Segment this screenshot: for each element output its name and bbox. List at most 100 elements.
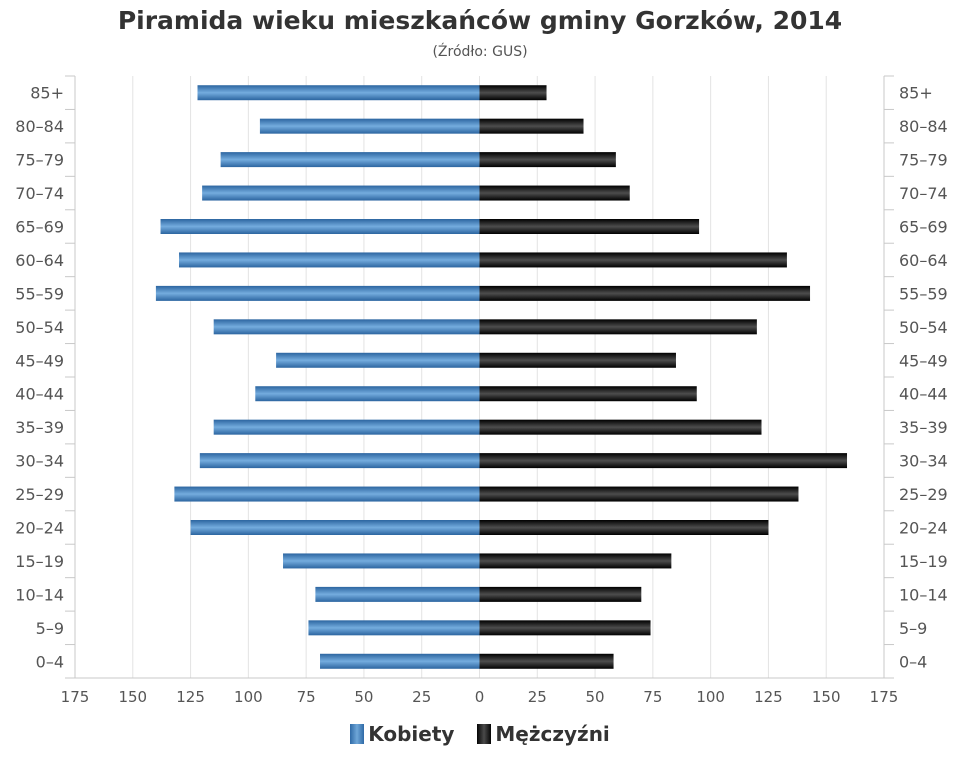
x-tick-label-3: 100 xyxy=(234,688,263,706)
y-label-right-11: 55–59 xyxy=(899,284,948,303)
x-tick-label-12: 125 xyxy=(754,688,783,706)
labels-layer: 175 150 125 100 75 50 25 0 25 50 75 100 125 150 1750–4… xyxy=(15,84,947,706)
y-label-left-1: 5–9 xyxy=(36,619,64,638)
bar-mezczyzni-5[interactable] xyxy=(479,486,799,502)
y-label-right-15: 75–79 xyxy=(899,151,948,170)
bar-mezczyzni-14[interactable] xyxy=(479,185,630,201)
bar-mezczyzni-4[interactable] xyxy=(479,520,769,535)
x-tick-label-4: 75 xyxy=(297,688,316,706)
y-label-left-12: 60–64 xyxy=(15,251,64,270)
bar-kobiety-4[interactable] xyxy=(190,520,480,535)
bar-mezczyzni-0[interactable] xyxy=(479,653,614,669)
bar-kobiety-12[interactable] xyxy=(179,252,480,268)
bar-mezczyzni-10[interactable] xyxy=(479,319,757,335)
y-label-right-0: 0–4 xyxy=(899,652,927,671)
bar-kobiety-15[interactable] xyxy=(220,152,480,168)
y-label-left-5: 25–29 xyxy=(15,485,64,504)
y-label-right-5: 25–29 xyxy=(899,485,948,504)
x-tick-label-7: 0 xyxy=(475,688,485,706)
y-label-left-2: 10–14 xyxy=(15,585,64,604)
x-tick-label-10: 75 xyxy=(643,688,662,706)
legend-item-kobiety[interactable]: Kobiety xyxy=(350,722,454,746)
bar-kobiety-7[interactable] xyxy=(213,419,480,435)
bar-kobiety-9[interactable] xyxy=(276,352,480,368)
y-label-right-3: 15–19 xyxy=(899,552,948,571)
bar-mezczyzni-15[interactable] xyxy=(479,152,616,168)
y-label-right-16: 80–84 xyxy=(899,117,948,136)
y-label-left-3: 15–19 xyxy=(15,552,64,571)
y-label-right-6: 30–34 xyxy=(899,452,948,471)
chart-subtitle: (Źródło: GUS) xyxy=(432,44,528,60)
y-label-left-15: 75–79 xyxy=(15,151,64,170)
x-tick-label-8: 25 xyxy=(528,688,547,706)
y-label-right-17: 85+ xyxy=(899,84,933,103)
y-label-left-13: 65–69 xyxy=(15,218,64,237)
y-label-left-4: 20–24 xyxy=(15,519,64,538)
bar-mezczyzni-2[interactable] xyxy=(479,586,642,602)
y-label-right-12: 60–64 xyxy=(899,251,948,270)
bar-mezczyzni-13[interactable] xyxy=(479,219,700,234)
bar-mezczyzni-6[interactable] xyxy=(479,453,848,469)
y-label-left-0: 0–4 xyxy=(36,652,64,671)
legend-label-kobiety: Kobiety xyxy=(368,722,455,746)
legend-label-mezczyzni: Mężczyźni xyxy=(495,722,610,746)
y-label-left-6: 30–34 xyxy=(15,452,64,471)
bar-mezczyzni-3[interactable] xyxy=(479,553,672,569)
bar-mezczyzni-17[interactable] xyxy=(479,85,547,101)
grid-layer xyxy=(65,75,894,679)
legend-item-mezczyzni[interactable]: Mężczyźni xyxy=(477,722,610,746)
bars-layer xyxy=(155,85,848,669)
legend-swatch-mezczyzni xyxy=(477,724,492,744)
bar-kobiety-11[interactable] xyxy=(155,285,480,301)
y-label-right-8: 40–44 xyxy=(899,385,948,404)
y-label-right-14: 70–74 xyxy=(899,184,948,203)
x-tick-label-9: 50 xyxy=(586,688,605,706)
y-label-right-1: 5–9 xyxy=(899,619,927,638)
bar-mezczyzni-7[interactable] xyxy=(479,419,762,435)
x-tick-label-14: 175 xyxy=(870,688,899,706)
bar-kobiety-14[interactable] xyxy=(202,185,480,201)
bar-mezczyzni-11[interactable] xyxy=(479,285,811,301)
bar-kobiety-10[interactable] xyxy=(213,319,480,335)
bar-mezczyzni-16[interactable] xyxy=(479,118,584,134)
y-label-left-11: 55–59 xyxy=(15,284,64,303)
y-label-right-10: 50–54 xyxy=(899,318,948,337)
x-tick-label-0: 175 xyxy=(61,688,90,706)
y-label-left-7: 35–39 xyxy=(15,418,64,437)
bar-mezczyzni-12[interactable] xyxy=(479,252,787,268)
x-tick-label-13: 150 xyxy=(812,688,841,706)
y-label-right-13: 65–69 xyxy=(899,218,948,237)
bar-kobiety-13[interactable] xyxy=(160,219,480,234)
bar-mezczyzni-9[interactable] xyxy=(479,352,676,368)
x-tick-label-5: 50 xyxy=(354,688,373,706)
x-tick-label-1: 150 xyxy=(118,688,147,706)
bar-kobiety-3[interactable] xyxy=(283,553,480,569)
chart-title: Piramida wieku mieszkańców gminy Gorzków… xyxy=(117,6,843,35)
bar-kobiety-0[interactable] xyxy=(320,653,480,669)
legend-swatch-kobiety xyxy=(350,724,365,744)
bar-mezczyzni-8[interactable] xyxy=(479,386,697,402)
bar-mezczyzni-1[interactable] xyxy=(479,620,651,636)
x-tick-label-2: 125 xyxy=(176,688,205,706)
y-label-left-10: 50–54 xyxy=(15,318,64,337)
x-tick-label-11: 100 xyxy=(696,688,725,706)
bar-kobiety-5[interactable] xyxy=(174,486,480,502)
y-label-right-7: 35–39 xyxy=(899,418,948,437)
y-label-left-16: 80–84 xyxy=(15,117,64,136)
legend: Kobiety Mężczyźni xyxy=(0,722,960,749)
y-label-left-17: 85+ xyxy=(30,84,64,103)
y-label-right-2: 10–14 xyxy=(899,585,948,604)
bar-kobiety-8[interactable] xyxy=(255,386,480,402)
y-label-left-9: 45–49 xyxy=(15,351,64,370)
y-label-right-4: 20–24 xyxy=(899,519,948,538)
bar-kobiety-6[interactable] xyxy=(199,453,480,469)
bar-kobiety-16[interactable] xyxy=(259,118,480,134)
y-label-right-9: 45–49 xyxy=(899,351,948,370)
bar-kobiety-17[interactable] xyxy=(197,85,480,101)
bar-kobiety-1[interactable] xyxy=(308,620,480,636)
y-label-left-14: 70–74 xyxy=(15,184,64,203)
bar-kobiety-2[interactable] xyxy=(315,586,480,602)
y-label-left-8: 40–44 xyxy=(15,385,64,404)
